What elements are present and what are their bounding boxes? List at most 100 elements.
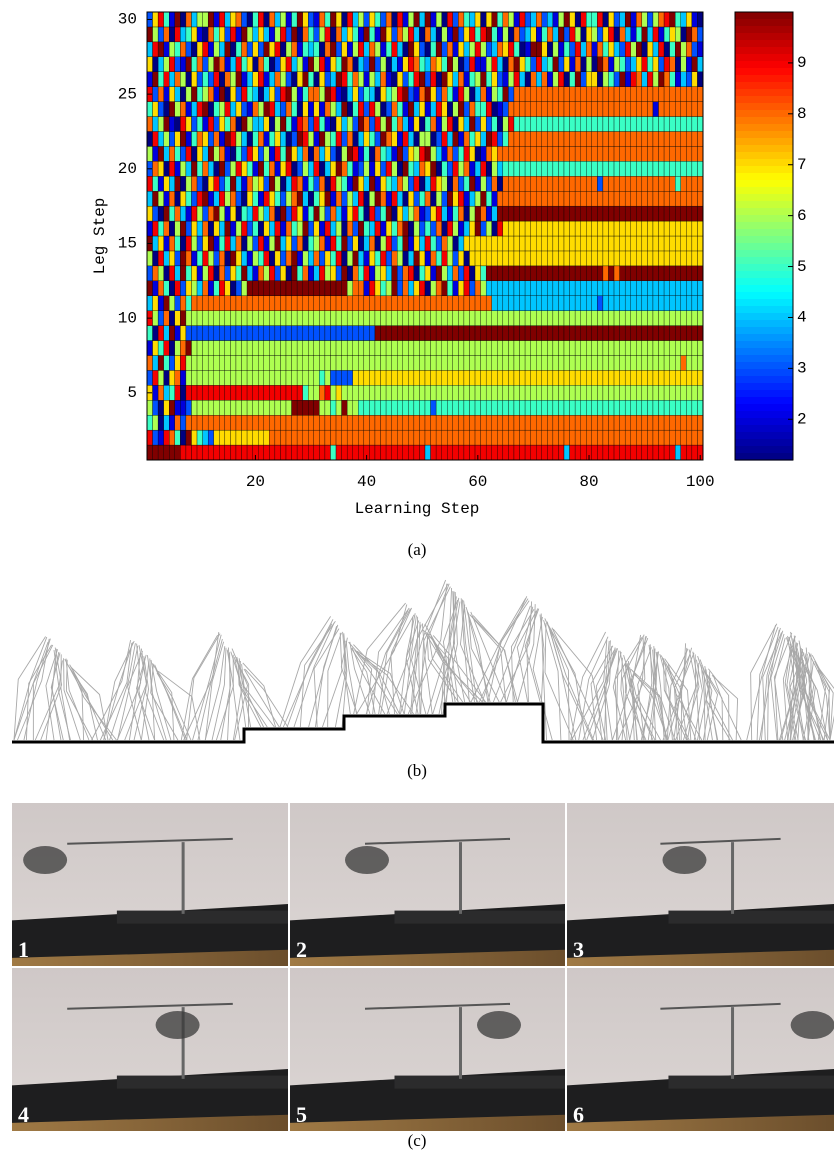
heat-cell	[236, 176, 242, 191]
heat-cell	[169, 251, 175, 266]
heat-cell	[314, 102, 320, 117]
heat-cell	[203, 341, 209, 356]
heat-cell	[675, 385, 681, 400]
heat-cell	[358, 341, 364, 356]
heat-cell	[369, 311, 375, 326]
heat-cell	[631, 221, 637, 236]
heat-cell	[553, 266, 559, 281]
heat-cell	[292, 445, 298, 460]
heat-cell	[525, 102, 531, 117]
heat-cell	[614, 42, 620, 57]
heat-cell	[381, 370, 387, 385]
heat-cell	[269, 296, 275, 311]
heat-cell	[419, 415, 425, 430]
heat-cell	[431, 445, 437, 460]
heat-cell	[686, 87, 692, 102]
heat-cell	[570, 296, 576, 311]
y-tick-label: 5	[127, 384, 137, 402]
heat-cell	[547, 57, 553, 72]
colorbar-tick-label: 8	[797, 105, 807, 123]
heat-cell	[558, 266, 564, 281]
heat-cell	[319, 400, 325, 415]
heat-cell	[375, 176, 381, 191]
heat-cell	[697, 27, 703, 42]
heat-cell	[592, 131, 598, 146]
heat-cell	[219, 176, 225, 191]
heat-cell	[225, 251, 231, 266]
colorbar-slice	[735, 208, 793, 216]
heat-cell	[647, 430, 653, 445]
heat-cell	[197, 42, 203, 57]
heat-cell	[492, 251, 498, 266]
heat-cell	[381, 161, 387, 176]
colorbar-tick-label: 4	[797, 309, 807, 327]
heat-cell	[458, 131, 464, 146]
heat-cell	[675, 57, 681, 72]
heat-cell	[342, 296, 348, 311]
heat-cell	[381, 311, 387, 326]
heat-cell	[314, 221, 320, 236]
heat-cell	[458, 326, 464, 341]
heat-cell	[358, 355, 364, 370]
heat-cell	[531, 236, 537, 251]
heat-cell	[592, 415, 598, 430]
heat-cell	[570, 415, 576, 430]
heat-cell	[597, 191, 603, 206]
heat-cell	[592, 117, 598, 132]
heat-cell	[286, 161, 292, 176]
leg-trace	[181, 635, 217, 740]
heat-cell	[469, 42, 475, 57]
heat-cell	[553, 236, 559, 251]
heat-cell	[180, 27, 186, 42]
heat-cell	[597, 221, 603, 236]
heat-cell	[581, 326, 587, 341]
heat-cell	[253, 355, 259, 370]
heat-cell	[531, 400, 537, 415]
heat-cell	[386, 57, 392, 72]
heat-cell	[381, 400, 387, 415]
heat-cell	[492, 131, 498, 146]
heat-cell	[608, 117, 614, 132]
heat-cell	[620, 27, 626, 42]
heat-cell	[342, 266, 348, 281]
heat-cell	[497, 341, 503, 356]
heat-cell	[497, 326, 503, 341]
heat-cell	[375, 12, 381, 27]
heat-cell	[592, 236, 598, 251]
heat-cell	[242, 27, 248, 42]
heat-cell	[319, 385, 325, 400]
heat-cell	[397, 176, 403, 191]
heat-cell	[392, 370, 398, 385]
heat-cell	[508, 355, 514, 370]
heat-cell	[659, 400, 665, 415]
heat-cell	[191, 161, 197, 176]
heat-cell	[592, 87, 598, 102]
heat-cell	[647, 385, 653, 400]
heat-cell	[631, 266, 637, 281]
heat-cell	[475, 326, 481, 341]
heat-cell	[147, 117, 153, 132]
heat-cell	[486, 430, 492, 445]
heat-cell	[514, 57, 520, 72]
heat-cell	[253, 326, 259, 341]
heat-cell	[631, 12, 637, 27]
heat-cell	[342, 191, 348, 206]
heat-cell	[381, 176, 387, 191]
heat-cell	[408, 72, 414, 87]
heat-cell	[553, 12, 559, 27]
heat-cell	[670, 131, 676, 146]
heat-cell	[553, 27, 559, 42]
heat-cell	[586, 355, 592, 370]
heat-cell	[458, 206, 464, 221]
heat-cell	[347, 445, 353, 460]
heat-cell	[397, 370, 403, 385]
colorbar-slice	[735, 47, 793, 55]
heat-cell	[308, 206, 314, 221]
heat-cell	[225, 117, 231, 132]
heat-cell	[625, 400, 631, 415]
heat-cell	[653, 146, 659, 161]
heat-cell	[342, 57, 348, 72]
heat-cell	[158, 341, 164, 356]
heat-cell	[614, 176, 620, 191]
heat-cell	[392, 57, 398, 72]
